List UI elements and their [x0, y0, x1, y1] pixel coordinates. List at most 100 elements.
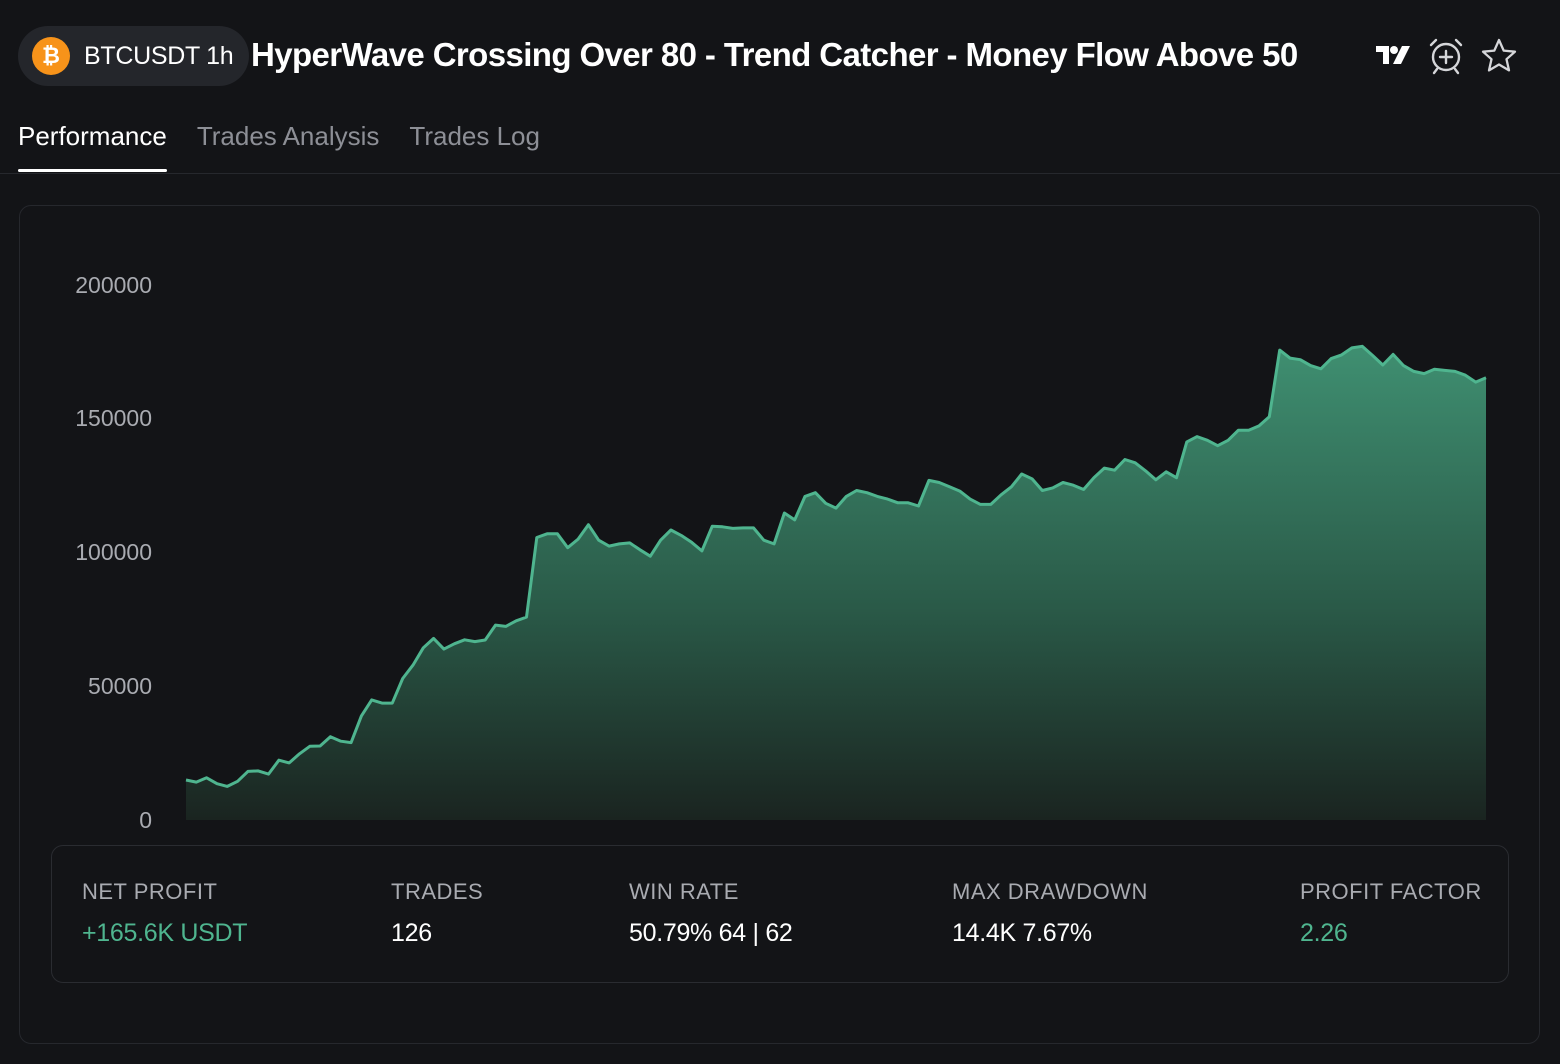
equity-point [319, 745, 321, 747]
equity-point [412, 664, 414, 666]
equity-point [649, 555, 651, 557]
equity-point [402, 678, 404, 680]
equity-point [825, 502, 827, 504]
equity-point [660, 539, 662, 541]
equity-point [216, 783, 218, 785]
equity-point [226, 785, 228, 787]
equity-point [1403, 365, 1405, 367]
equity-point [350, 742, 352, 744]
equity-point [1299, 359, 1301, 361]
equity-point [206, 777, 208, 779]
stat-label: TRADES [391, 879, 484, 904]
equity-point [608, 545, 610, 547]
equity-point [1114, 469, 1116, 471]
equity-point [1041, 490, 1043, 492]
equity-point [268, 773, 270, 775]
equity-point [1176, 477, 1178, 479]
stat-label: MAX DRAWDOWN [952, 879, 1148, 904]
equity-point [1134, 462, 1136, 464]
equity-point [918, 505, 920, 507]
symbol-selector[interactable]: ₿ BTCUSDT 1h [18, 26, 250, 86]
equity-point [309, 745, 311, 747]
equity-point [1351, 347, 1353, 349]
equity-point [556, 533, 558, 535]
equity-point [536, 537, 538, 539]
equity-point [691, 541, 693, 543]
equity-point [990, 503, 992, 505]
equity-point [959, 490, 961, 492]
y-tick-label: 50000 [88, 673, 152, 699]
equity-point [185, 779, 187, 781]
equity-point [453, 643, 455, 645]
equity-point [1475, 381, 1477, 383]
stat-value: 50.79% 64 | 62 [629, 919, 793, 947]
add-alarm-icon[interactable] [1426, 36, 1466, 76]
tab-bar: Performance Trades Analysis Trades Log [18, 110, 540, 174]
equity-point [1258, 425, 1260, 427]
equity-point [928, 479, 930, 481]
equity-point [340, 740, 342, 742]
equity-point [1392, 353, 1394, 355]
equity-point [360, 715, 362, 717]
equity-point [505, 625, 507, 627]
equity-point [618, 543, 620, 545]
equity-point [670, 529, 672, 531]
equity-point [1093, 477, 1095, 479]
equity-point [1268, 416, 1270, 418]
equity-point [1372, 354, 1374, 356]
equity-point [381, 702, 383, 704]
stat-label: WIN RATE [629, 879, 739, 904]
equity-point [1021, 473, 1023, 475]
equity-point [495, 624, 497, 626]
equity-point [278, 759, 280, 761]
equity-point [949, 486, 951, 488]
equity-point [1010, 486, 1012, 488]
equity-point [257, 770, 259, 772]
tab-performance[interactable]: Performance [18, 110, 167, 172]
equity-point [474, 641, 476, 643]
equity-point [763, 539, 765, 541]
equity-point [1464, 374, 1466, 376]
stat-label: PROFIT FACTOR [1300, 879, 1482, 904]
equity-point [526, 616, 528, 618]
equity-point [567, 547, 569, 549]
equity-point [299, 753, 301, 755]
tab-trades-log[interactable]: Trades Log [409, 121, 540, 151]
tradingview-logo-icon[interactable] [1376, 44, 1410, 66]
equity-point [1217, 445, 1219, 447]
equity-point [546, 533, 548, 535]
tab-trades-analysis[interactable]: Trades Analysis [196, 121, 380, 151]
equity-point [1186, 441, 1188, 443]
symbol-label: BTCUSDT 1h [84, 41, 234, 70]
equity-point [577, 538, 579, 540]
equity-point [856, 490, 858, 492]
equity-point [732, 527, 734, 529]
equity-line [185, 344, 1487, 788]
stats-panel: NET PROFIT +165.6K USDT TRADES 126 WIN R… [51, 845, 1509, 983]
equity-point [680, 534, 682, 536]
equity-point [804, 495, 806, 497]
equity-point [1423, 373, 1425, 375]
strategy-title: HyperWave Crossing Over 80 - Trend Catch… [251, 36, 1298, 73]
bitcoin-icon: ₿ [32, 37, 70, 75]
equity-point [1052, 487, 1054, 489]
equity-area-fill [186, 346, 1486, 820]
equity-point [1062, 482, 1064, 484]
equity-point [422, 647, 424, 649]
equity-point [1341, 354, 1343, 356]
equity-point [1103, 467, 1105, 469]
stat-value: +165.6K USDT [82, 919, 248, 947]
stat-value: 2.26 [1300, 919, 1348, 947]
favorite-star-icon[interactable] [1480, 37, 1518, 75]
equity-point [1237, 429, 1239, 431]
equity-point [639, 549, 641, 551]
equity-point [907, 502, 909, 504]
equity-point [711, 525, 713, 527]
equity-point [1124, 459, 1126, 461]
equity-point [1310, 365, 1312, 367]
equity-point [1444, 369, 1446, 371]
equity-point [969, 498, 971, 500]
equity-point [1320, 368, 1322, 370]
equity-point [1000, 494, 1002, 496]
